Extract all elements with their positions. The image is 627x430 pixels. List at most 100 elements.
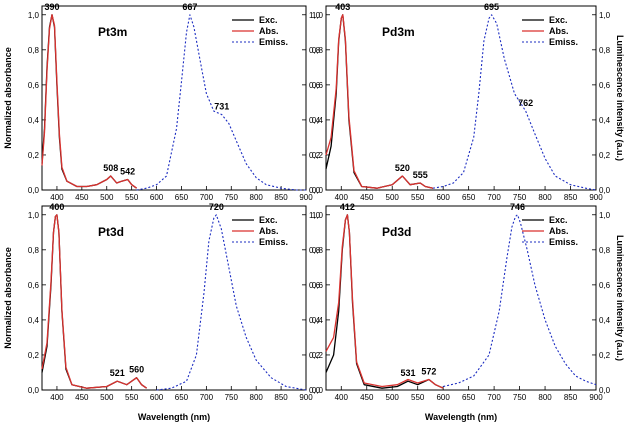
- peak-label: 560: [129, 365, 144, 375]
- y-tick-label: 0,8: [312, 46, 324, 55]
- y-tick-label-right: 0,2: [599, 351, 611, 360]
- y-axis-label-right: Luminescence intensity (a.u.): [615, 35, 625, 161]
- y-tick-label-right: 0,8: [599, 46, 611, 55]
- peak-label: 403: [335, 2, 350, 12]
- y-tick-label: 0,0: [28, 386, 40, 395]
- y-tick-label: 0,0: [28, 186, 40, 195]
- peak-label: 542: [120, 166, 135, 176]
- peak-label: 412: [340, 202, 355, 212]
- y-tick-label: 0,6: [28, 81, 40, 90]
- series-line-emiss: [136, 14, 306, 191]
- peak-label: 667: [182, 2, 197, 12]
- y-tick-label: 0,2: [28, 151, 40, 160]
- peak-label: 521: [110, 368, 125, 378]
- x-tick-label: 550: [125, 193, 139, 202]
- y-tick-label-right: 0,0: [309, 186, 321, 195]
- x-tick-label: 750: [225, 193, 239, 202]
- x-tick-label: 750: [225, 393, 239, 402]
- y-axis-label-left: Normalized absorbance: [3, 47, 13, 149]
- x-tick-label: 500: [386, 393, 400, 402]
- x-tick-label: 900: [299, 193, 313, 202]
- x-tick-label: 800: [538, 393, 552, 402]
- x-tick-label: 850: [274, 393, 288, 402]
- y-tick-label-right: 0,6: [309, 281, 321, 290]
- panel-title: Pt3d: [98, 225, 124, 239]
- series-line-emiss: [156, 214, 307, 391]
- legend-label: Abs.: [549, 226, 569, 236]
- y-tick-label-right: 1,0: [309, 11, 321, 20]
- x-tick-label: 450: [75, 193, 89, 202]
- x-tick-label: 400: [50, 393, 64, 402]
- x-tick-label: 700: [487, 393, 501, 402]
- y-tick-label-right: 0,4: [599, 116, 611, 125]
- x-tick-label: 900: [299, 393, 313, 402]
- legend-label: Emiss.: [259, 37, 288, 47]
- x-tick-label: 450: [360, 393, 374, 402]
- x-tick-label: 600: [150, 393, 164, 402]
- x-tick-label: 700: [487, 193, 501, 202]
- y-tick-label: 0,0: [312, 386, 324, 395]
- x-tick-label: 700: [200, 193, 214, 202]
- y-tick-label-right: 0,0: [599, 186, 611, 195]
- x-tick-label: 600: [436, 393, 450, 402]
- x-tick-label: 400: [335, 393, 349, 402]
- x-tick-label: 750: [513, 393, 527, 402]
- y-tick-label: 0,2: [28, 351, 40, 360]
- y-tick-label: 1,0: [312, 11, 324, 20]
- x-tick-label: 400: [335, 193, 349, 202]
- y-tick-label: 0,6: [312, 81, 324, 90]
- x-tick-label: 650: [175, 193, 189, 202]
- y-tick-label-right: 1,0: [599, 211, 611, 220]
- x-tick-label: 550: [125, 393, 139, 402]
- x-axis-label: Wavelength (nm): [138, 412, 210, 422]
- x-tick-label: 650: [175, 393, 189, 402]
- legend-label: Abs.: [259, 26, 279, 36]
- peak-label: 390: [44, 2, 59, 12]
- series-line-abs: [325, 214, 444, 389]
- y-tick-label: 0,8: [312, 246, 324, 255]
- x-tick-label: 600: [436, 193, 450, 202]
- panel-title: Pt3m: [98, 25, 127, 39]
- x-tick-label: 900: [589, 193, 603, 202]
- x-tick-label: 900: [589, 393, 603, 402]
- y-tick-label: 0,0: [312, 186, 324, 195]
- x-tick-label: 600: [150, 193, 164, 202]
- series-line-exc: [41, 14, 137, 189]
- y-tick-label-right: 0,2: [309, 151, 321, 160]
- x-tick-label: 500: [100, 193, 114, 202]
- peak-label: 572: [421, 366, 436, 376]
- x-tick-label: 850: [564, 393, 578, 402]
- x-tick-label: 850: [564, 193, 578, 202]
- panel-title: Pd3d: [382, 225, 411, 239]
- peak-label: 762: [518, 98, 533, 108]
- y-tick-label-right: 0,8: [309, 246, 321, 255]
- x-tick-label: 650: [462, 193, 476, 202]
- y-tick-label-right: 0,2: [599, 151, 611, 160]
- x-tick-label: 850: [274, 193, 288, 202]
- legend-label: Abs.: [549, 26, 569, 36]
- x-tick-label: 800: [538, 193, 552, 202]
- y-tick-label-right: 0,6: [599, 281, 611, 290]
- y-tick-label-right: 0,0: [599, 386, 611, 395]
- x-tick-label: 550: [411, 193, 425, 202]
- y-tick-label: 0,8: [28, 46, 40, 55]
- y-axis-label-left: Normalized absorbance: [3, 247, 13, 349]
- x-tick-label: 500: [386, 193, 400, 202]
- panel-title: Pd3m: [382, 25, 415, 39]
- legend-label: Abs.: [259, 226, 279, 236]
- y-tick-label: 0,6: [312, 281, 324, 290]
- panel-frame: [41, 5, 307, 191]
- series-line-exc: [41, 214, 147, 389]
- y-tick-label-right: 0,4: [309, 116, 321, 125]
- x-tick-label: 800: [250, 393, 264, 402]
- peak-label: 695: [484, 2, 499, 12]
- y-tick-label: 1,0: [312, 211, 324, 220]
- x-tick-label: 500: [100, 393, 114, 402]
- y-tick-label-right: 0,6: [599, 81, 611, 90]
- x-tick-label: 650: [462, 393, 476, 402]
- y-tick-label: 1,0: [28, 11, 40, 20]
- series-line-exc: [325, 14, 434, 189]
- y-axis-label-right: Luminescence intensity (a.u.): [615, 235, 625, 361]
- y-tick-label: 0,2: [312, 351, 324, 360]
